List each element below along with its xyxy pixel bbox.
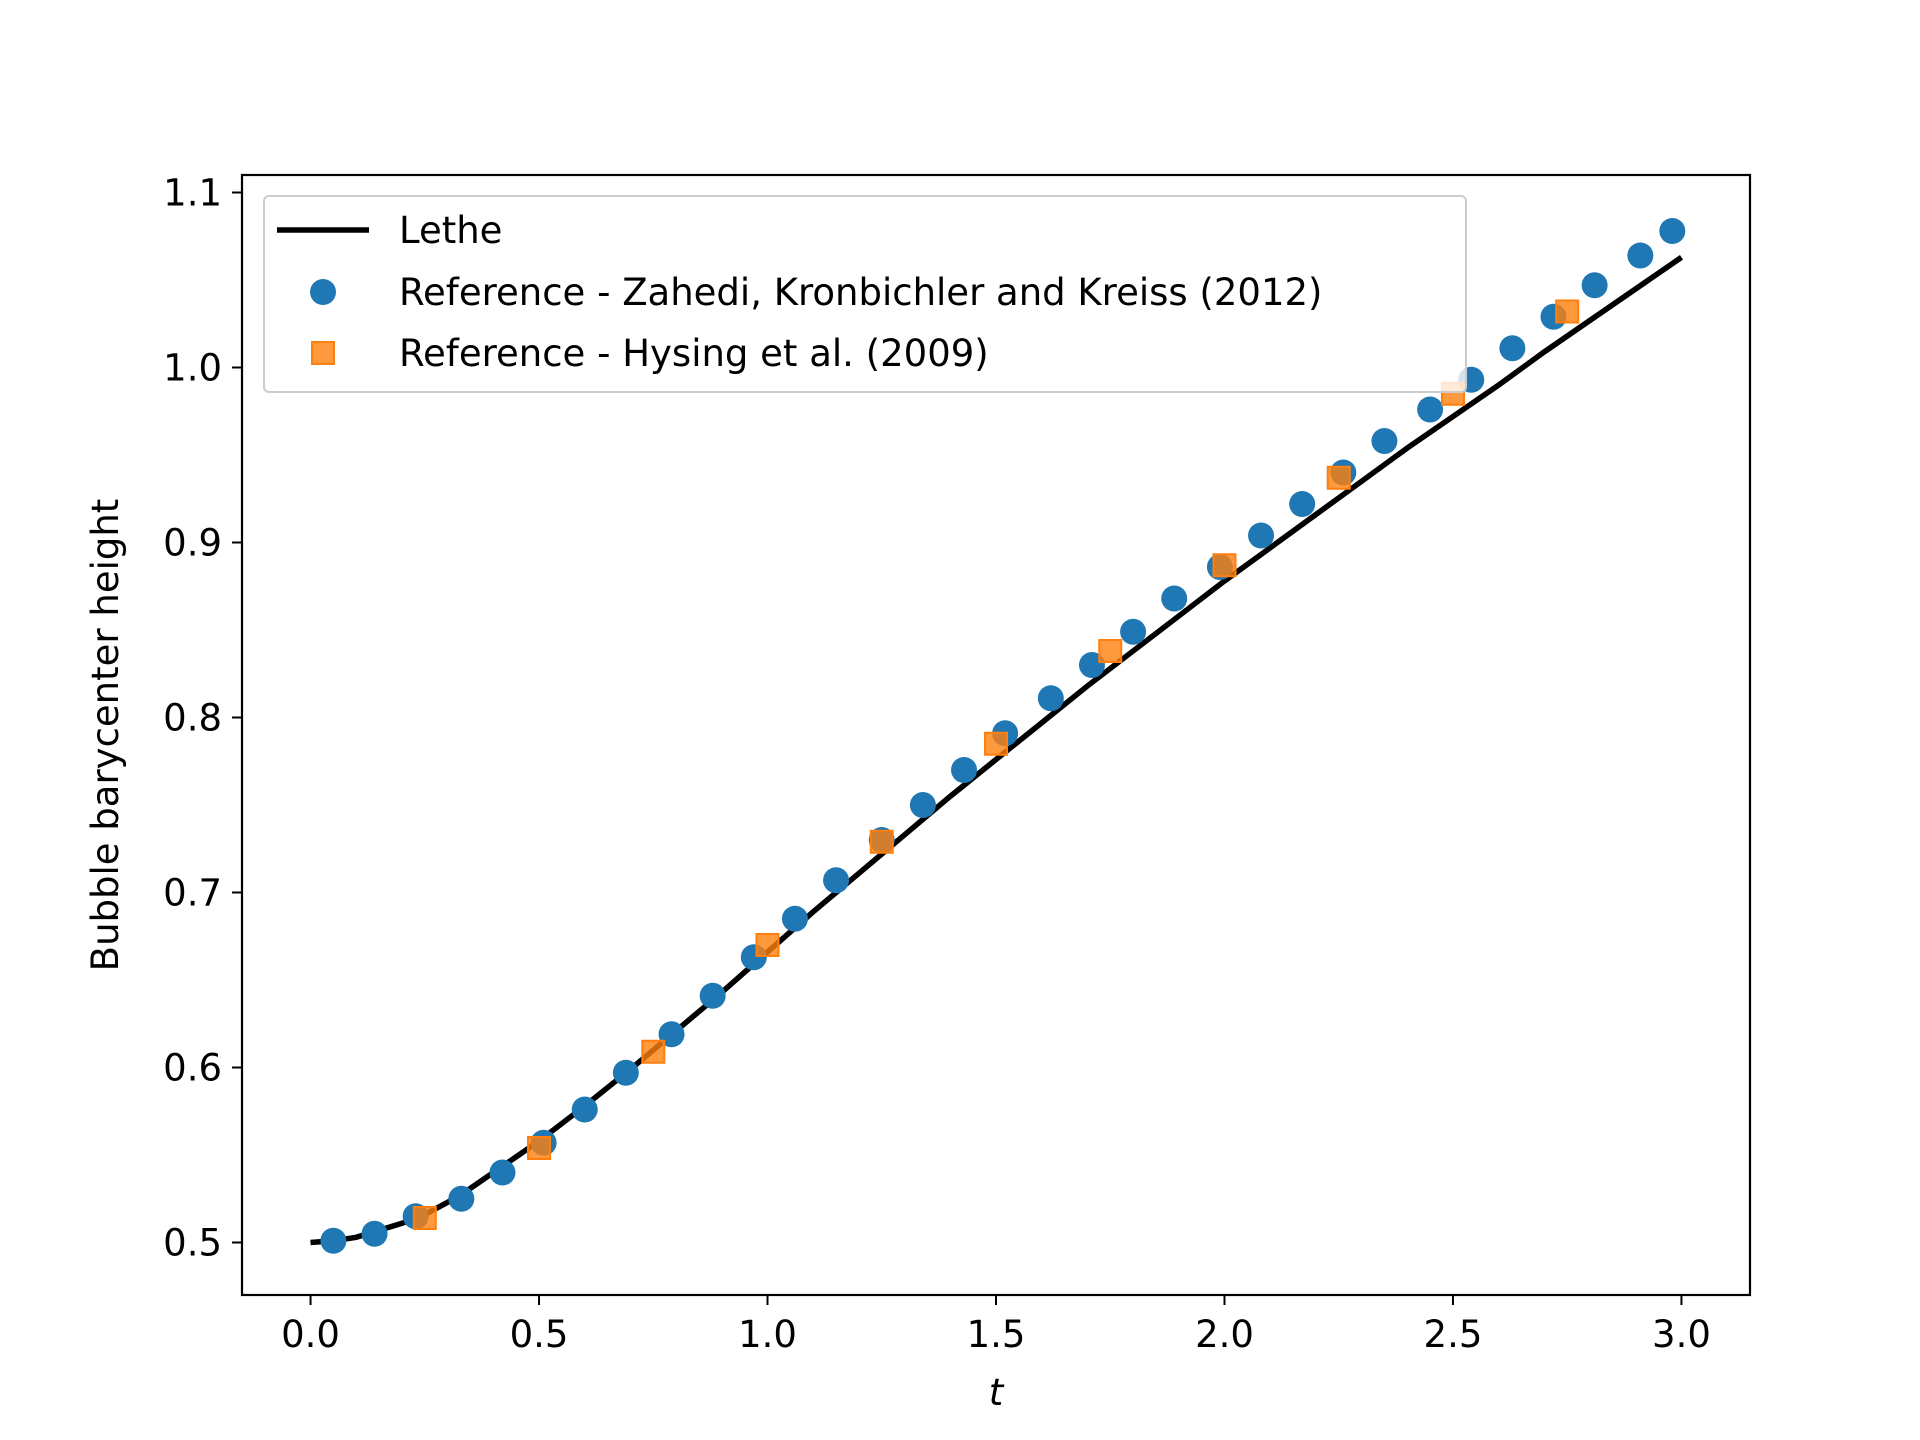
- data-point-hysing: [984, 731, 1008, 756]
- data-point-zahedi: [823, 867, 850, 894]
- data-point-zahedi: [1037, 685, 1064, 712]
- x-tick-label: 1.0: [738, 1313, 797, 1356]
- tick-layer: 0.0 0.5 1.0 1.5 2.0 2.5 3.0 0.5 0.6 0.7 0.8 0.9 1.0 1…: [163, 172, 1711, 1357]
- data-point-zahedi: [1289, 491, 1316, 517]
- y-tick-label: 0.5: [163, 1222, 222, 1265]
- data-point-hysing: [527, 1136, 552, 1160]
- data-point-zahedi: [699, 982, 726, 1009]
- x-tick-label: 2.0: [1195, 1313, 1254, 1356]
- y-tick-label: 1.0: [163, 347, 222, 390]
- data-point-zahedi: [1120, 618, 1147, 645]
- data-point-hysing: [869, 829, 894, 854]
- data-point-hysing: [1212, 553, 1237, 578]
- data-point-hysing: [641, 1039, 666, 1064]
- data-point-hysing: [412, 1206, 437, 1230]
- data-point-zahedi: [489, 1159, 516, 1186]
- y-tick-label: 0.8: [163, 697, 222, 740]
- legend-label-zahedi: Reference - Zahedi, Kronbichler and Krei…: [399, 271, 1322, 314]
- data-point-zahedi: [1659, 218, 1686, 244]
- data-point-zahedi: [909, 792, 936, 818]
- data-point-zahedi: [361, 1220, 388, 1247]
- data-point-zahedi: [1499, 335, 1526, 362]
- legend-box: [263, 195, 1467, 393]
- y-axis-label: Bubble barycenter height: [84, 499, 127, 972]
- data-point-hysing: [1098, 639, 1123, 663]
- legend: Lethe Reference - Zahedi, Kronbichler an…: [263, 195, 1467, 393]
- y-tick-label: 0.9: [163, 522, 222, 565]
- x-tick-label: 3.0: [1652, 1313, 1711, 1356]
- data-point-zahedi: [1417, 396, 1444, 423]
- legend-label-hysing: Reference - Hysing et al. (2009): [399, 332, 989, 375]
- data-point-zahedi: [1248, 522, 1275, 549]
- legend-swatch-hysing: [311, 341, 335, 365]
- y-tick-label: 0.7: [163, 872, 222, 915]
- plot-data-layer: [310, 218, 1686, 1254]
- data-point-zahedi: [448, 1185, 475, 1212]
- legend-swatch-zahedi: [310, 279, 336, 305]
- x-tick-label: 0.5: [510, 1313, 569, 1356]
- data-point-zahedi: [571, 1096, 598, 1123]
- legend-label-lethe: Lethe: [399, 209, 502, 252]
- x-tick-label: 2.5: [1424, 1313, 1483, 1356]
- data-point-zahedi: [612, 1059, 639, 1086]
- data-point-hysing: [1326, 465, 1351, 490]
- x-tick-label: 1.5: [967, 1313, 1026, 1356]
- data-point-hysing: [1555, 299, 1580, 324]
- data-point-zahedi: [1581, 272, 1608, 299]
- series-line-lethe: [310, 255, 1684, 1246]
- data-point-zahedi: [951, 757, 978, 783]
- x-axis-label: t: [989, 1371, 1005, 1414]
- data-point-zahedi: [320, 1227, 347, 1254]
- data-point-zahedi: [1371, 428, 1398, 454]
- x-tick-label: 0.0: [281, 1313, 340, 1356]
- y-tick-label: 1.1: [163, 172, 222, 215]
- data-point-zahedi: [1161, 585, 1188, 612]
- data-point-zahedi: [1627, 242, 1654, 269]
- y-tick-label: 0.6: [163, 1047, 222, 1090]
- data-point-zahedi: [781, 905, 808, 932]
- data-point-hysing: [755, 933, 780, 957]
